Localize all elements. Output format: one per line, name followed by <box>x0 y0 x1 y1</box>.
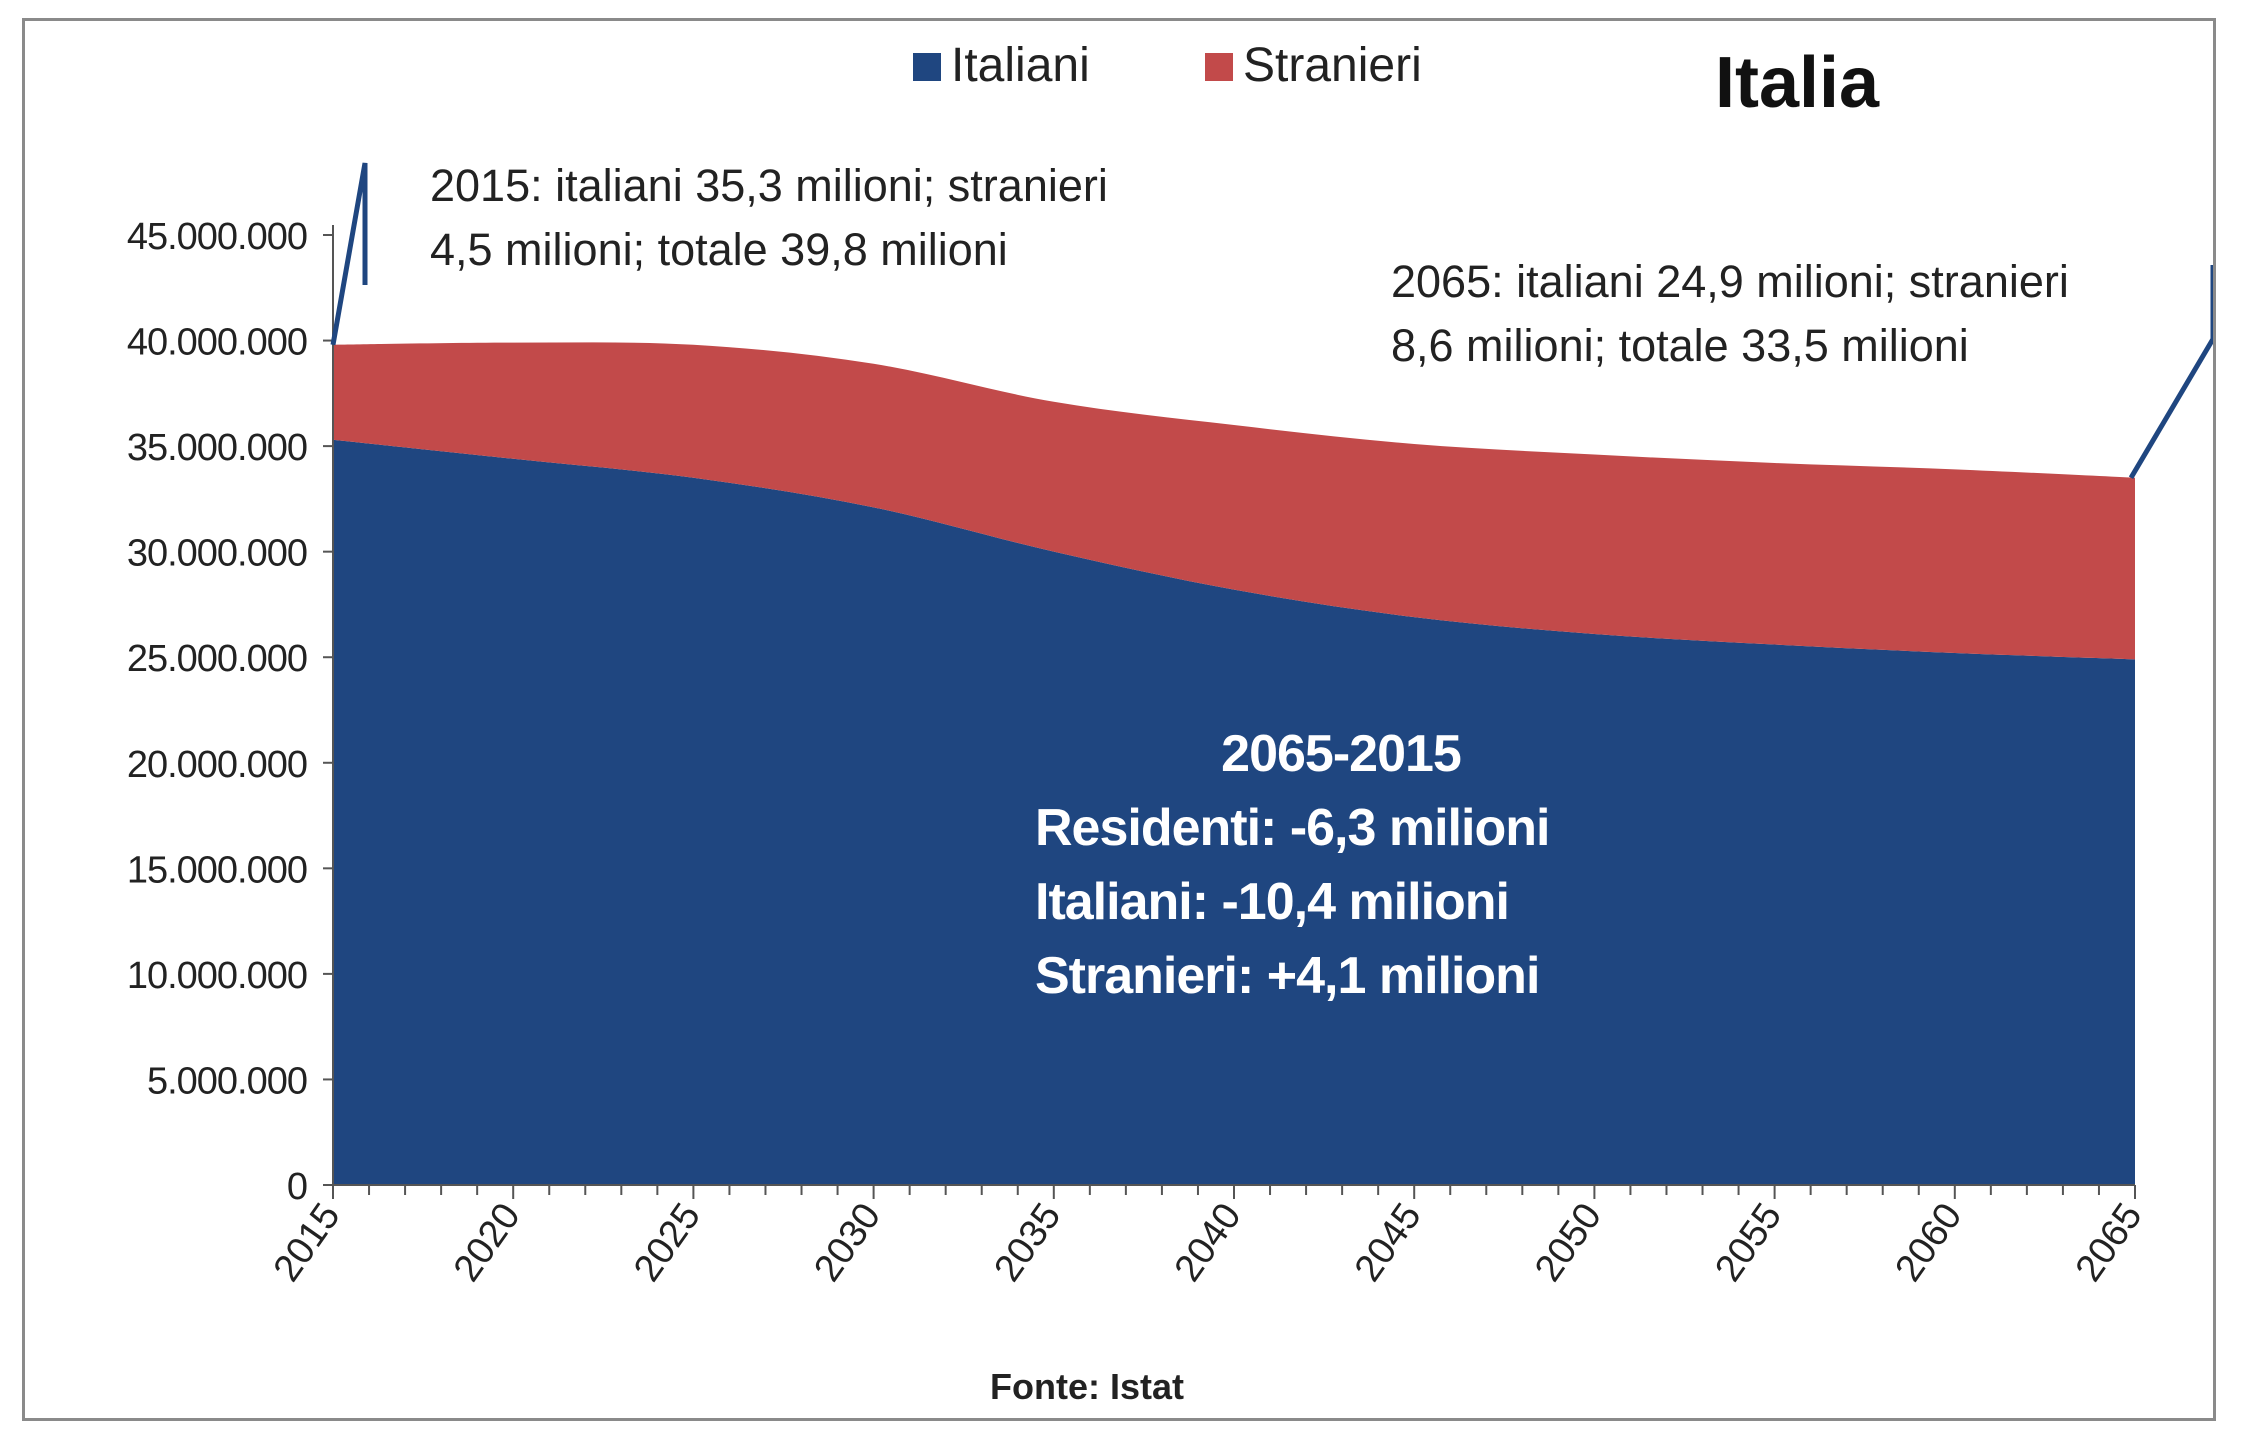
x-tick-label: 2050 <box>1527 1196 1610 1289</box>
legend-swatch-italiani <box>913 53 941 81</box>
series-area-italiani <box>333 439 2135 1185</box>
x-tick-label: 2015 <box>266 1196 349 1289</box>
summary-annotation-line: Residenti: -6,3 milioni <box>1035 799 1549 857</box>
source-label: Fonte: Istat <box>990 1366 1184 1407</box>
annotation-2065-line: 2065: italiani 24,9 milioni; stranieri <box>1391 256 2069 307</box>
area-chart: 0 5.000.000 10.000.000 15.000.000 20.000.000… <box>127 39 2213 1407</box>
chart-frame: 0 5.000.000 10.000.000 15.000.000 20.000.000… <box>22 18 2216 1421</box>
y-tick-label: 15.000.000 <box>127 849 307 891</box>
chart-title: Italia <box>1715 43 1880 123</box>
summary-annotation-line: Stranieri: +4,1 milioni <box>1035 947 1539 1005</box>
summary-annotation-line: 2065-2015 <box>1221 725 1461 783</box>
callout-leader-2015 <box>330 162 368 346</box>
x-tick-label: 2055 <box>1707 1196 1790 1289</box>
y-tick-label: 5.000.000 <box>147 1060 307 1102</box>
y-tick-label: 40.000.000 <box>127 322 307 364</box>
y-tick-label: 25.000.000 <box>127 638 307 680</box>
summary-annotation-line: Italiani: -10,4 milioni <box>1035 873 1509 931</box>
x-tick-label: 2035 <box>986 1196 1069 1289</box>
annotation-2065-line: 8,6 milioni; totale 33,5 milioni <box>1391 320 1969 371</box>
y-tick-label: 20.000.000 <box>127 744 307 786</box>
x-tick-label: 2045 <box>1347 1196 1430 1289</box>
annotation-2015-line: 2015: italiani 35,3 milioni; stranieri <box>430 160 1108 211</box>
legend-swatch-stranieri <box>1205 53 1233 81</box>
x-tick-label: 2065 <box>2068 1196 2151 1289</box>
y-tick-label: 45.000.000 <box>127 216 307 258</box>
y-tick-label: 10.000.000 <box>127 955 307 997</box>
x-tick-label: 2040 <box>1167 1196 1250 1289</box>
callout-leader-2065 <box>2128 265 2213 480</box>
x-tick-label: 2030 <box>806 1196 889 1289</box>
y-tick-label: 35.000.000 <box>127 427 307 469</box>
y-tick-label: 30.000.000 <box>127 533 307 575</box>
series-area-stranieri <box>333 342 2135 660</box>
x-tick-label: 2060 <box>1887 1196 1970 1289</box>
legend-label-italiani: Italiani <box>951 39 1090 92</box>
x-tick-label: 2020 <box>446 1196 529 1289</box>
legend-label-stranieri: Stranieri <box>1243 39 1422 92</box>
annotation-2015-line: 4,5 milioni; totale 39,8 milioni <box>430 224 1008 275</box>
x-tick-label: 2025 <box>626 1196 709 1289</box>
y-tick-label: 0 <box>287 1166 307 1208</box>
